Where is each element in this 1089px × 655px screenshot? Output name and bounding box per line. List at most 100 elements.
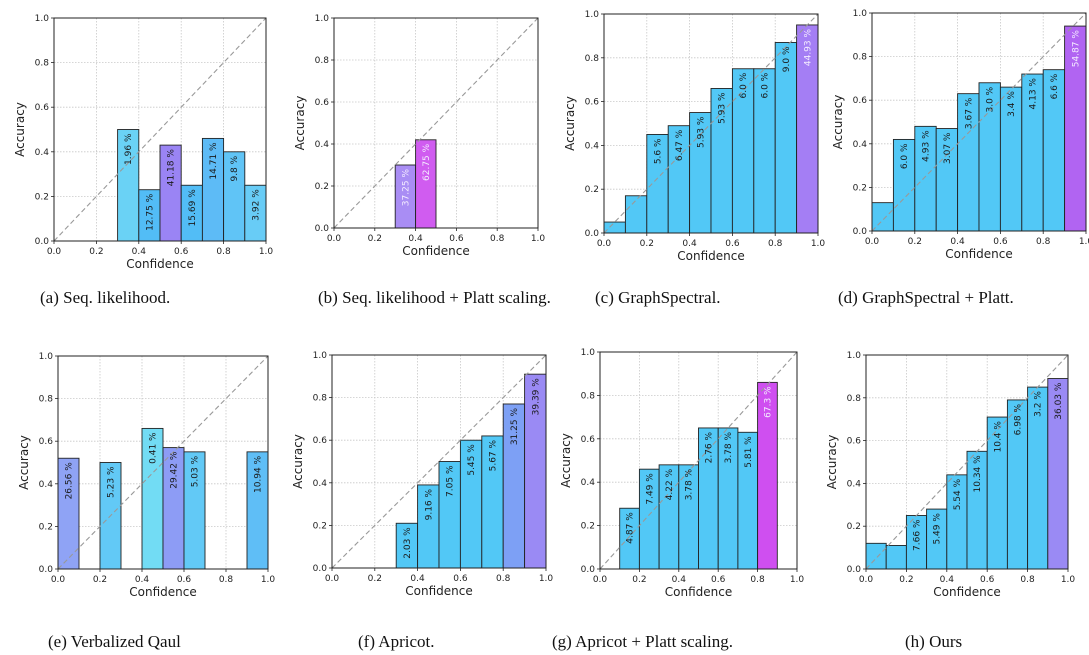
x-tick-label: 0.0 (47, 247, 62, 257)
x-tick-label: 0.4 (132, 247, 147, 257)
y-axis-label: Accuracy (293, 96, 307, 151)
bar-label: 5.67 % (489, 439, 499, 471)
chart-panel: 1.96 % 12.75 % 41.18 % 15.69 % 14.71 % 9.8 % 3… (8, 6, 273, 276)
y-tick-label: 0.8 (315, 56, 330, 66)
bar-label: 9.0 % (782, 46, 792, 72)
bar-label: 37.25 % (401, 169, 411, 207)
x-tick-label: 0.0 (51, 575, 66, 585)
bar-label: 3.78 % (685, 468, 695, 500)
chart-svg: 1.96 % 12.75 % 41.18 % 15.69 % 14.71 % 9.8 % 3… (13, 14, 273, 271)
x-tick-label: 0.8 (490, 234, 505, 244)
x-tick-label: 1.0 (531, 234, 546, 244)
x-tick-label: 1.0 (261, 575, 276, 585)
perfect-calibration-line (53, 17, 267, 242)
y-tick-label: 1.0 (853, 9, 868, 19)
y-tick-label: 0.4 (585, 141, 600, 151)
bar (603, 221, 626, 234)
bar-label: 7.49 % (645, 473, 655, 505)
y-axis-label: Accuracy (13, 102, 27, 157)
bar-label: 6.98 % (1014, 403, 1024, 435)
bar-label: 0.41 % (149, 432, 159, 464)
y-tick-label: 0.6 (315, 98, 330, 108)
bar-label: 7.05 % (446, 465, 456, 497)
y-tick-label: 0.8 (35, 59, 50, 69)
y-tick-label: 0.0 (39, 565, 54, 575)
x-tick-label: 0.4 (410, 574, 425, 584)
x-axis-label: Confidence (665, 585, 732, 599)
plot-frame (871, 12, 1087, 232)
x-tick-label: 0.4 (682, 239, 697, 249)
x-tick-label: 0.6 (174, 247, 189, 257)
bar-label: 62.75 % (422, 143, 432, 181)
x-tick-label: 0.2 (640, 239, 654, 249)
y-axis-label: Accuracy (831, 95, 845, 150)
x-tick-label: 1.0 (259, 247, 274, 257)
x-tick-label: 0.6 (993, 237, 1008, 247)
plot-frame (865, 354, 1069, 570)
bar-label: 3.07 % (943, 132, 953, 164)
bar-label: 5.81 % (744, 436, 754, 468)
bar-label: 5.93 % (718, 92, 728, 124)
y-axis-label: Accuracy (563, 96, 577, 151)
bar-label: 5.54 % (953, 478, 963, 510)
x-tick-label: 0.4 (135, 575, 150, 585)
bar-label: 3.92 % (251, 189, 261, 221)
figure-caption: (f) Apricot. (358, 632, 435, 651)
chart-panel: 2.03 % 9.16 % 7.05 % 5.45 % 5.67 % 31.25 % 39.… (280, 348, 554, 618)
x-tick-label: 0.2 (89, 247, 103, 257)
bar-label: 6.6 % (1050, 73, 1060, 99)
bar-label: 31.25 % (510, 408, 520, 446)
x-tick-label: 0.0 (865, 237, 880, 247)
chart-panel: 7.66 % 5.49 % 5.54 % 10.34 % 10.4 % 6.98 % 3.2… (820, 348, 1082, 618)
x-axis-label: Confidence (402, 244, 469, 258)
x-tick-label: 0.6 (453, 574, 468, 584)
bar-label: 1.96 % (124, 133, 134, 165)
bar (885, 545, 907, 570)
y-tick-label: 1.0 (847, 351, 862, 361)
bar-label: 7.66 % (913, 519, 923, 551)
y-tick-label: 0.0 (315, 224, 330, 234)
chart-panel: 5.6 % 6.47 % 5.93 % 5.93 % 6.0 % 6.0 % 9.0 % 44… (560, 6, 825, 276)
x-tick-label: 0.8 (1020, 575, 1035, 585)
y-tick-label: 0.8 (847, 394, 862, 404)
y-tick-label: 0.4 (39, 480, 54, 490)
bar-label: 29.42 % (170, 451, 180, 489)
y-tick-label: 1.0 (39, 352, 54, 362)
x-tick-label: 0.2 (632, 575, 646, 585)
x-tick-label: 0.8 (768, 239, 783, 249)
x-tick-label: 0.8 (216, 247, 231, 257)
bar-label: 3.0 % (986, 86, 996, 112)
bar-label: 9.16 % (424, 488, 434, 520)
x-tick-label: 0.8 (750, 575, 765, 585)
bar-label: 36.03 % (1054, 382, 1064, 420)
bar-label: 5.23 % (107, 466, 117, 498)
y-tick-label: 0.4 (847, 479, 862, 489)
y-tick-label: 0.8 (853, 53, 868, 63)
y-tick-label: 0.8 (585, 54, 600, 64)
x-tick-label: 1.0 (539, 574, 554, 584)
y-tick-label: 1.0 (313, 351, 328, 361)
bar-label: 9.8 % (230, 155, 240, 181)
x-tick-label: 0.6 (449, 234, 464, 244)
y-tick-label: 0.6 (313, 436, 328, 446)
y-tick-label: 0.8 (39, 395, 54, 405)
bar-label: 5.03 % (191, 455, 201, 487)
bar-label: 6.0 % (900, 143, 910, 169)
bar-label: 5.45 % (467, 444, 477, 476)
perfect-calibration-line (57, 355, 269, 570)
y-tick-label: 0.2 (847, 522, 861, 532)
plot-frame (599, 351, 798, 570)
bar (871, 202, 894, 232)
chart-panel: 6.0 % 4.93 % 3.07 % 3.67 % 3.0 % 3.4 % 4.13 % 6… (826, 6, 1089, 276)
bar-label: 2.76 % (704, 432, 714, 464)
plot-frame (53, 17, 267, 242)
bar-label: 41.18 % (167, 149, 177, 187)
bar-label: 6.0 % (761, 72, 771, 98)
x-tick-label: 0.0 (325, 574, 340, 584)
x-axis-label: Confidence (129, 585, 196, 599)
y-tick-label: 0.2 (585, 185, 599, 195)
bar-label: 15.69 % (188, 189, 198, 227)
bar-label: 3.78 % (724, 432, 734, 464)
y-tick-label: 0.0 (581, 565, 596, 575)
x-tick-label: 0.0 (593, 575, 608, 585)
